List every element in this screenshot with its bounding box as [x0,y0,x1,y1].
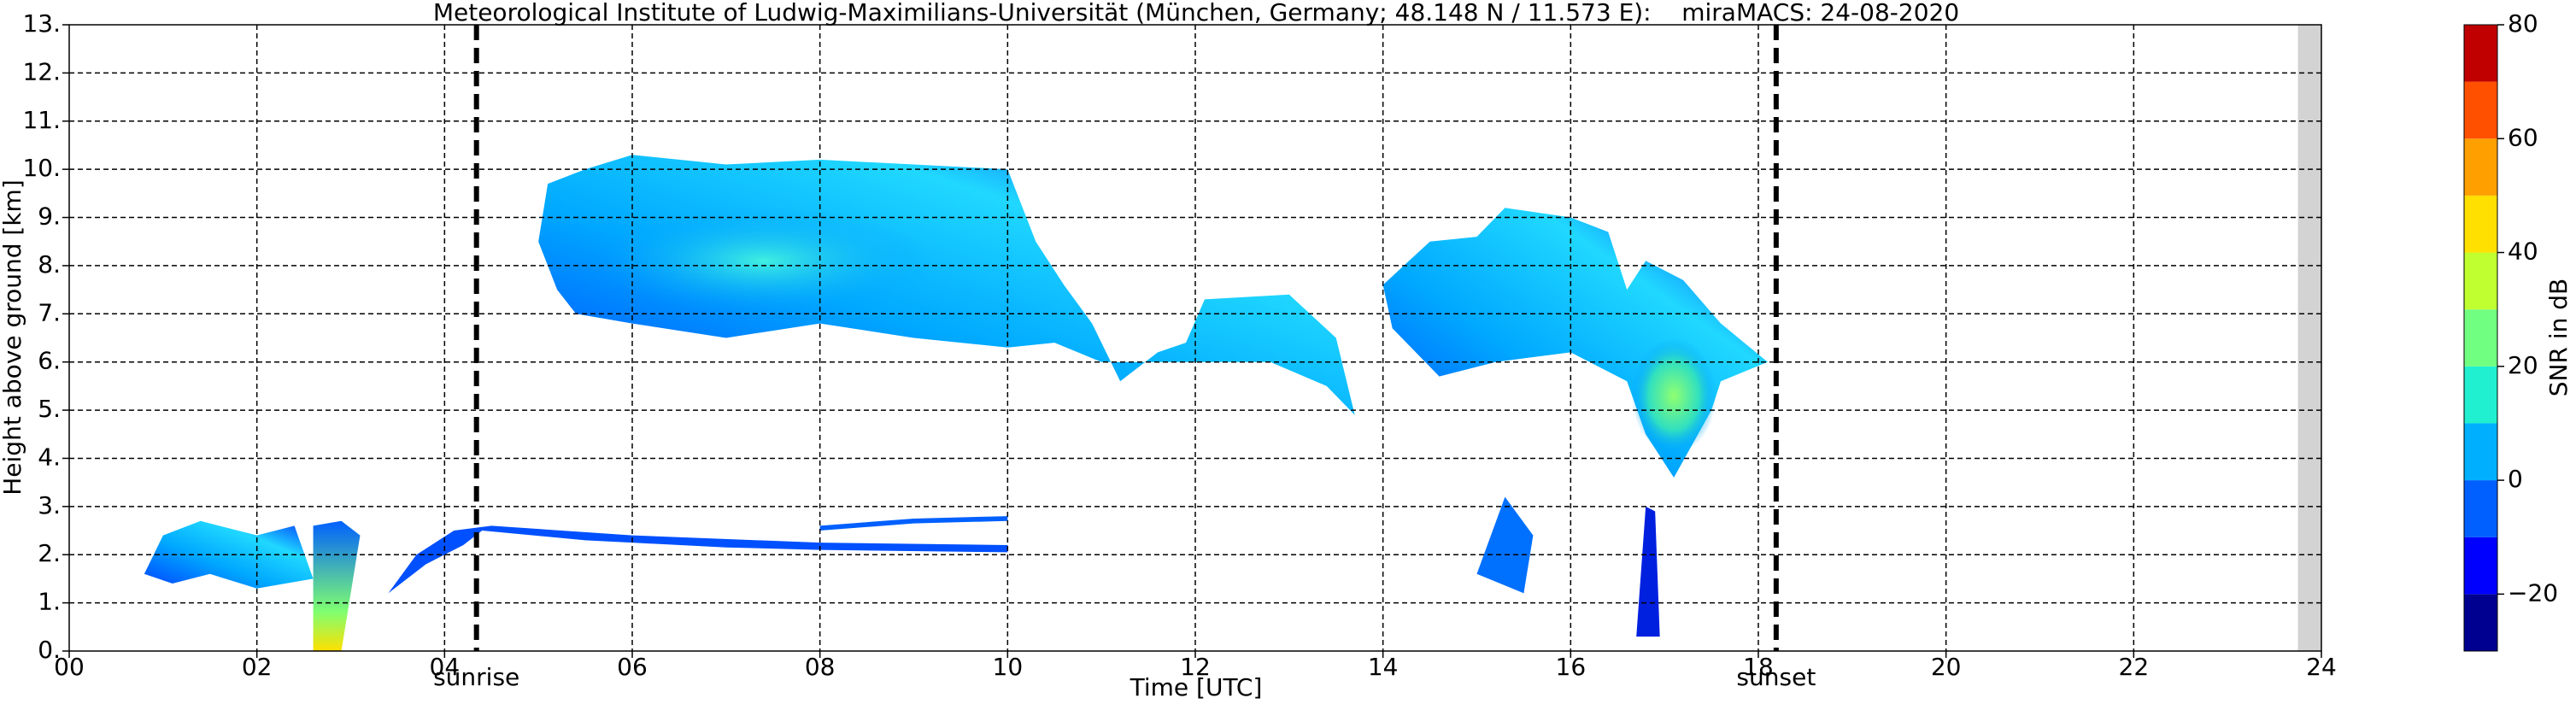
y-axis-label: Height above ground [km] [0,179,26,496]
colorbar-tick-label: 40 [2508,238,2538,266]
cloud [1382,208,1768,478]
y-tick-label: 13. [22,9,61,38]
cloud [388,525,1008,594]
colorbar-tick-label: 80 [2508,9,2538,38]
cloud [313,520,361,651]
colorbar-tick-label: 0 [2508,465,2523,493]
x-axis-label: Time [UTC] [1130,673,1263,701]
cloud [1476,496,1534,594]
y-tick-label: 6. [38,347,61,375]
y-tick-label: 2. [38,539,61,567]
x-tick-label: 24 [2306,653,2337,681]
y-tick-label: 10. [22,154,61,182]
y-tick-label: 8. [38,250,61,279]
colorbar-band [2464,309,2497,367]
radar-field [144,24,2321,652]
colorbar-tick-label: 60 [2508,123,2538,151]
x-tick-label: 06 [617,653,648,681]
y-tick-label: 4. [38,443,61,471]
x-tick-label: 02 [242,653,273,681]
cloud [1636,506,1660,637]
x-tick-label: 18 [1743,653,1774,681]
y-tick-label: 9. [38,202,61,231]
y-tick-label: 11. [22,106,61,134]
colorbar-band [2464,252,2497,310]
no-data-region [2297,24,2321,652]
cloud-core [1631,337,1716,454]
colorbar-band [2464,480,2497,537]
x-tick-label: 12 [1180,653,1211,681]
y-tick-label: 5. [38,395,61,423]
x-tick-label: 14 [1368,653,1399,681]
cloud-core [595,208,933,314]
cloud [144,520,314,589]
colorbar-band [2464,423,2497,481]
colorbar-band [2464,81,2497,139]
x-tick-label: 08 [805,653,836,681]
colorbar-band [2464,594,2497,651]
chart-title: Meteorological Institute of Ludwig-Maxim… [433,0,1959,26]
event-label: sunrise [433,663,519,691]
colorbar-label: SNR in dB [2544,279,2573,396]
x-tick-label: 22 [2119,653,2150,681]
y-tick-label: 0. [38,636,61,664]
colorbar-tick-label: 20 [2508,351,2538,379]
colorbar-frame [2463,24,2498,652]
x-tick-label: 20 [1931,653,1962,681]
y-tick-label: 1. [38,588,61,616]
colorbar-band [2464,25,2497,82]
x-tick-label: 00 [54,653,85,681]
colorbar-band [2464,366,2497,424]
y-tick-label: 7. [38,298,61,326]
x-tick-label: 16 [1556,653,1587,681]
colorbar-tick-label: −20 [2508,578,2558,607]
y-tick-label: 12. [22,57,61,85]
x-tick-label: 04 [430,653,461,681]
x-tick-label: 10 [993,653,1024,681]
colorbar-band [2464,537,2497,595]
y-tick-label: 3. [38,491,61,519]
colorbar-band [2464,138,2497,196]
event-label: sunset [1736,663,1816,691]
cloud [819,516,1008,531]
colorbar-band [2464,195,2497,253]
